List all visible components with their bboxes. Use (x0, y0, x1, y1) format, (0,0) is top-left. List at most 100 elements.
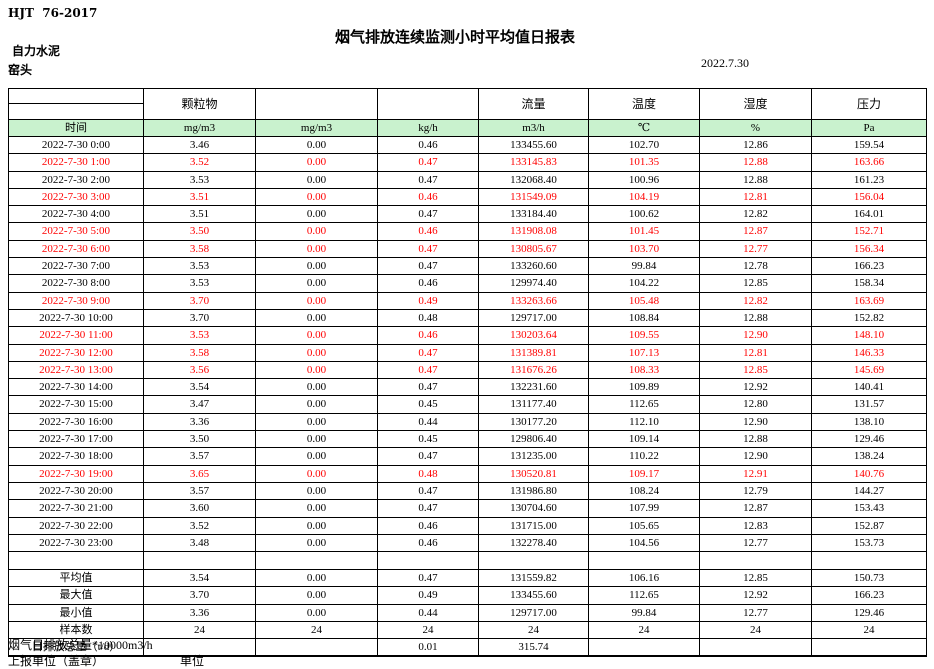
cell: 133145.83 (478, 153, 589, 172)
summary-row: 最小值 3.36 0.00 0.44 129717.00 99.84 12.77 129.46 (8, 603, 927, 622)
cell: 3.50 (143, 222, 256, 241)
unit-header-time: 时间 (8, 119, 144, 137)
data-rows: 2022-7-30 0:00 3.46 0.00 0.46 133455.60 102.7… (8, 135, 927, 553)
cell: 12.78 (699, 257, 812, 276)
cell: 3.52 (143, 516, 256, 535)
table-row: 2022-7-30 20:00 3.57 0.00 0.47 131986.80 108.… (8, 481, 927, 501)
cell: 131389.81 (478, 343, 589, 362)
cell: 129.46 (811, 430, 927, 449)
table-row: 2022-7-30 12:00 3.58 0.00 0.47 131389.81 107.… (8, 343, 927, 362)
cell: 0.47 (377, 257, 479, 276)
cell (699, 637, 812, 657)
cell: 131.57 (811, 395, 927, 414)
cell: 2022-7-30 19:00 (8, 464, 144, 483)
cell: 3.60 (143, 499, 256, 518)
cell: 3.36 (143, 603, 256, 622)
table-row: 2022-7-30 11:00 3.53 0.00 0.46 130203.64 109.… (8, 326, 927, 345)
cell: 0.47 (377, 447, 479, 466)
cell: 24 (143, 620, 256, 639)
cell: 100.96 (588, 170, 700, 189)
company-name: 自力水泥 (12, 44, 61, 58)
cell: 0.47 (377, 153, 479, 172)
cell: 12.85 (699, 569, 812, 588)
col-header-particulate: 颗粒物 (143, 88, 256, 120)
cell: 24 (377, 620, 479, 639)
cell: 0.00 (255, 153, 378, 172)
cell: 2022-7-30 6:00 (8, 239, 144, 259)
cell: 24 (699, 620, 812, 639)
unit-header-m3h: m3/h (478, 119, 589, 137)
cell: 2022-7-30 7:00 (8, 257, 144, 276)
cell: 2022-7-30 1:00 (8, 153, 144, 172)
cell: 24 (255, 620, 378, 639)
table-row: 2022-7-30 21:00 3.60 0.00 0.47 130704.60 107.… (8, 499, 927, 518)
cell: 3.57 (143, 481, 256, 501)
cell: 3.53 (143, 170, 256, 189)
cell: 0.00 (255, 205, 378, 224)
cell: 130177.20 (478, 412, 589, 432)
cell: 164.01 (811, 205, 927, 224)
cell: 0.00 (255, 291, 378, 310)
cell: 112.65 (588, 395, 700, 414)
gap-section (8, 551, 927, 571)
table-row: 2022-7-30 5:00 3.50 0.00 0.46 131908.08 101.4… (8, 222, 927, 241)
cell: 131177.40 (478, 395, 589, 414)
cell: 104.56 (588, 533, 700, 553)
cell: 2022-7-30 20:00 (8, 481, 144, 501)
cell: 166.23 (811, 586, 927, 605)
cell: 12.83 (699, 516, 812, 535)
table-row: 2022-7-30 3:00 3.51 0.00 0.46 131549.09 104.1… (8, 187, 927, 207)
cell: 152.71 (811, 222, 927, 241)
cell: 129974.40 (478, 274, 589, 293)
cell: 103.70 (588, 239, 700, 259)
cell: 131676.26 (478, 360, 589, 380)
table-row: 2022-7-30 15:00 3.47 0.00 0.45 131177.40 112.… (8, 395, 927, 414)
cell: 12.88 (699, 308, 812, 328)
cell: 12.77 (699, 533, 812, 553)
cell: 0.00 (255, 135, 378, 155)
cell: 112.10 (588, 412, 700, 432)
cell: 133455.60 (478, 135, 589, 155)
table-row: 2022-7-30 4:00 3.51 0.00 0.47 133184.40 100.6… (8, 205, 927, 224)
cell: 3.53 (143, 326, 256, 345)
cell: 0.00 (255, 569, 378, 588)
table-row: 2022-7-30 16:00 3.36 0.00 0.44 130177.20 112.… (8, 412, 927, 432)
time-header-split-cell (8, 88, 144, 120)
cell: 3.70 (143, 586, 256, 605)
cell: 0.47 (377, 481, 479, 501)
cell: 12.90 (699, 412, 812, 432)
cell: 145.69 (811, 360, 927, 380)
summary-row: 平均值 3.54 0.00 0.47 131559.82 106.16 12.85 150.7… (8, 569, 927, 588)
cell: 129806.40 (478, 430, 589, 449)
cell: 3.58 (143, 239, 256, 259)
cell: 130704.60 (478, 499, 589, 518)
cell: 0.47 (377, 170, 479, 189)
cell: 133455.60 (478, 586, 589, 605)
report-date: 2022.7.30 (701, 56, 749, 70)
cell: 0.00 (255, 257, 378, 276)
cell: 110.22 (588, 447, 700, 466)
cell: 3.50 (143, 430, 256, 449)
cell: 0.00 (255, 395, 378, 414)
cell: 102.70 (588, 135, 700, 155)
summary-row: 样本数 24 24 24 24 24 24 24 (8, 620, 927, 639)
cell: 158.34 (811, 274, 927, 293)
cell: 0.46 (377, 326, 479, 345)
cell: 0.49 (377, 291, 479, 310)
cell: 12.90 (699, 447, 812, 466)
cell: 3.57 (143, 447, 256, 466)
cell: 0.47 (377, 378, 479, 397)
cell: 138.10 (811, 412, 927, 432)
cell: 12.92 (699, 586, 812, 605)
cell: 0.00 (255, 343, 378, 362)
standard-number: HJT 76-2017 (8, 6, 98, 20)
cell: 日排放总量（t/d） (8, 637, 144, 657)
footer-unit-label: 单位 (180, 654, 205, 668)
cell: 24 (588, 620, 700, 639)
cell: 156.34 (811, 239, 927, 259)
unit-header-kgh: kg/h (377, 119, 479, 137)
cell: 132068.40 (478, 170, 589, 189)
cell: 131559.82 (478, 569, 589, 588)
monitoring-table: 颗粒物 流量 温度 湿度 压力 时间 mg/m3 mg/m3 kg/h m3/h… (8, 88, 927, 658)
cell: 104.22 (588, 274, 700, 293)
